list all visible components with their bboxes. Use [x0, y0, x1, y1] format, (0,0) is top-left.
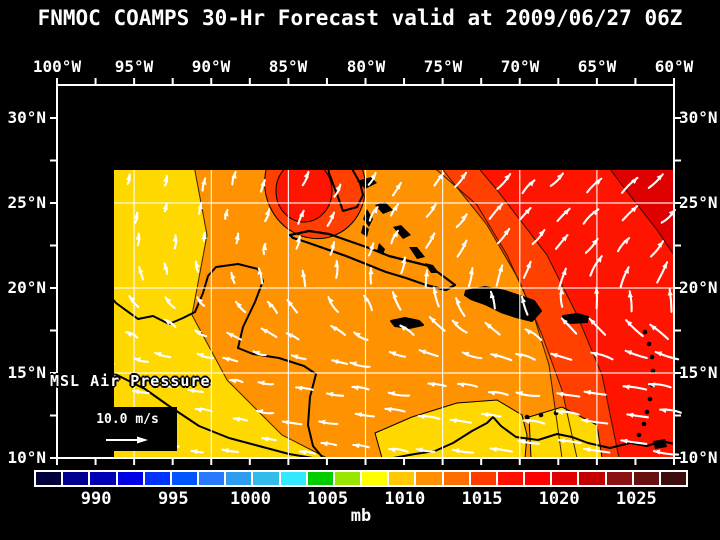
colorbar-segment: [117, 472, 143, 485]
graticule: [114, 170, 674, 458]
colorbar-segment: [199, 472, 225, 485]
pressure-bands: [114, 170, 674, 459]
lat-label-left: 30°N: [7, 108, 46, 127]
colorbar-segment: [606, 472, 632, 485]
colorbar-segment: [90, 472, 116, 485]
lon-label: 85°W: [268, 57, 308, 76]
lon-label: 100°W: [32, 57, 82, 76]
map-frame: [56, 84, 675, 459]
lon-label: 60°W: [654, 57, 694, 76]
colorbar-segment: [389, 472, 415, 485]
lat-label-right: 10°N: [679, 448, 718, 467]
lon-label: 75°W: [423, 57, 463, 76]
colorbar-segment: [171, 472, 198, 485]
colorbar-tick-label: 1015: [461, 489, 503, 509]
colorbar-segment: [470, 472, 496, 485]
wind-scale-box: 10.0 m/s: [78, 407, 177, 451]
colorbar-segment: [63, 472, 89, 485]
colorbar-segment: [443, 472, 469, 485]
colorbar-unit: mb: [350, 506, 372, 526]
colorbar-segment: [307, 472, 333, 485]
colorbar-segment: [362, 472, 388, 485]
lat-label-right: 25°N: [679, 193, 718, 212]
coastlines: [114, 170, 675, 459]
colorbar-segment: [253, 472, 279, 485]
colorbar-segment: [226, 472, 252, 485]
colorbar-tick-label: 1025: [615, 489, 657, 509]
field-label: MSL Air Pressure: [50, 372, 211, 390]
colorbar-tick-label: 990: [80, 489, 112, 509]
gulf-coast: [114, 170, 364, 459]
colorbar-segment: [144, 472, 170, 485]
colorbar-tick-label: 1020: [538, 489, 580, 509]
axis-ticks: [50, 78, 681, 465]
pressure-colorbar: [34, 470, 688, 487]
colorbar-segment: [660, 472, 687, 485]
jamaica: [390, 317, 424, 329]
lon-label: 70°W: [500, 57, 540, 76]
lon-label: 90°W: [191, 57, 231, 76]
colorbar-segment: [525, 472, 551, 485]
pacific-coast: [114, 372, 314, 459]
colorbar-tick-label: 1010: [384, 489, 426, 509]
colorbar-segment: [334, 472, 361, 485]
colorbar-tick-label: 1000: [229, 489, 271, 509]
wind-scale-arrow-icon: [106, 436, 148, 444]
lat-label-right: 30°N: [679, 108, 718, 127]
south-america-coast: [392, 416, 675, 459]
colorbar-segment: [552, 472, 578, 485]
colorbar-tick-label: 995: [157, 489, 189, 509]
map-layers: [114, 170, 682, 459]
lat-label-left: 10°N: [7, 448, 46, 467]
colorbar-segment: [280, 472, 306, 485]
lat-label-right: 20°N: [679, 278, 718, 297]
lat-label-right: 15°N: [679, 363, 718, 382]
lat-label-left: 25°N: [7, 193, 46, 212]
wind-scale-label: 10.0 m/s: [96, 412, 159, 427]
lon-label: 80°W: [346, 57, 386, 76]
lat-label-left: 15°N: [7, 363, 46, 382]
colorbar-segment: [633, 472, 659, 485]
colorbar-tick-label: 1005: [307, 489, 349, 509]
hispaniola: [464, 286, 542, 322]
colorbar-segment: [416, 472, 442, 485]
lon-label: 95°W: [114, 57, 154, 76]
isobar-contours: [191, 170, 675, 459]
colorbar-segment: [36, 472, 62, 485]
lon-label: 65°W: [577, 57, 617, 76]
colorbar-segment: [497, 472, 524, 485]
colorbar-segment: [579, 472, 605, 485]
page-title: FNMOC COAMPS 30-Hr Forecast valid at 200…: [37, 6, 683, 30]
lat-label-left: 20°N: [7, 278, 46, 297]
